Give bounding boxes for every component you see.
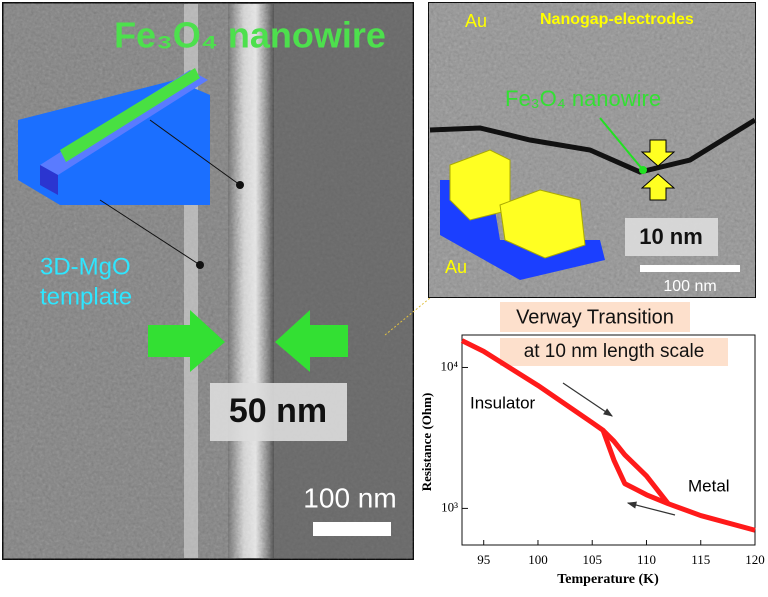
chart-title: Verway Transition	[516, 306, 674, 328]
electrodes-label: Nanogap-electrodes	[540, 11, 694, 28]
x-tick-label: 110	[637, 552, 656, 567]
x-tick-label: 95	[477, 552, 490, 567]
chart: Verway Transition at 10 nm length scale …	[419, 302, 765, 587]
x-tick-label: 120	[745, 552, 765, 567]
left-image: Fe₃O₄ nanowire 3D-MgO template 50 nm 100…	[0, 0, 416, 562]
y-tick-label: 10⁴	[440, 358, 458, 373]
y-axis-label: Resistance (Ohm)	[419, 393, 434, 492]
x-tick-label: 100	[528, 552, 548, 567]
template-label: 3D-MgO	[40, 253, 131, 280]
y-tick-label: 10³	[441, 499, 458, 514]
data-line	[460, 338, 756, 533]
gap-label: 10 nm	[639, 224, 703, 249]
data-line	[601, 428, 671, 506]
au-label: Au	[445, 257, 467, 277]
x-tick-label: 115	[691, 552, 710, 567]
scale-label: 100 nm	[303, 482, 396, 513]
wire-label: Fe₃O₄ nanowire	[505, 86, 661, 111]
annotation: Metal	[688, 476, 730, 495]
template-label: template	[40, 283, 132, 310]
image-title: Fe₃O₄ nanowire	[114, 15, 386, 56]
width-label: 50 nm	[229, 392, 327, 430]
right-image: Au Nanogap-electrodes Fe₃O₄ nanowire 10 …	[427, 1, 757, 299]
chart-title: at 10 nm length scale	[524, 341, 705, 362]
x-tick-label: 105	[582, 552, 602, 567]
x-axis-label: Temperature (K)	[557, 572, 659, 587]
au-label: Au	[465, 11, 487, 31]
plot-frame	[461, 334, 756, 546]
annotation: Insulator	[470, 393, 536, 412]
scale-label: 100 nm	[663, 278, 716, 295]
